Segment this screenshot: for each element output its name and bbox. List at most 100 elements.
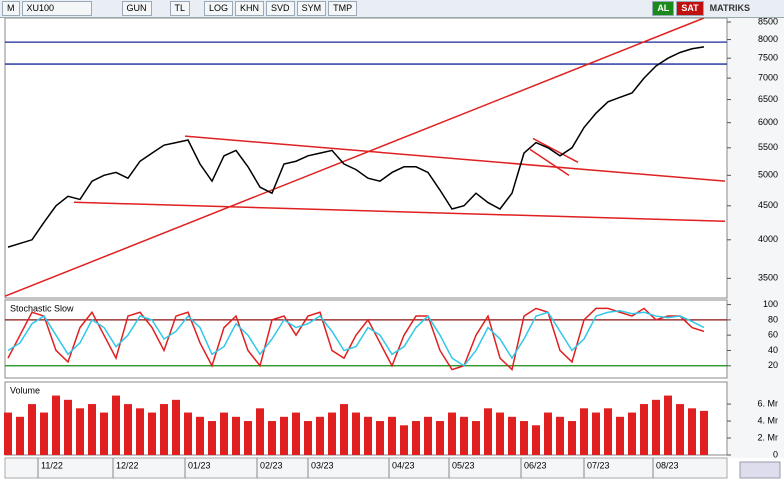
trend-line bbox=[184, 135, 726, 182]
y-tick-label: 0 bbox=[773, 449, 778, 459]
button[interactable]: LOG bbox=[204, 1, 234, 16]
bar bbox=[172, 399, 180, 455]
bar bbox=[520, 421, 528, 455]
bar bbox=[304, 421, 312, 455]
bar bbox=[544, 412, 552, 455]
bar bbox=[376, 421, 384, 455]
bar bbox=[652, 399, 660, 455]
bar bbox=[532, 425, 540, 455]
y-tick-label: 6. Mr bbox=[757, 398, 778, 408]
bar bbox=[700, 410, 708, 455]
x-tick-label: 06/23 bbox=[524, 460, 547, 470]
series-line bbox=[7, 307, 705, 372]
button[interactable]: SVD bbox=[266, 1, 295, 16]
bar bbox=[232, 416, 240, 455]
bar bbox=[52, 395, 60, 455]
series-line bbox=[7, 309, 705, 367]
bar bbox=[160, 404, 168, 455]
bar bbox=[460, 416, 468, 455]
bar bbox=[352, 412, 360, 455]
bar bbox=[316, 416, 324, 455]
x-tick-label: 04/23 bbox=[392, 460, 415, 470]
y-tick-label: 7000 bbox=[758, 73, 778, 83]
bar bbox=[664, 395, 672, 455]
y-tick-label: 5500 bbox=[758, 142, 778, 152]
bar bbox=[580, 408, 588, 455]
bar bbox=[4, 412, 12, 455]
sell-button[interactable]: SAT bbox=[676, 1, 704, 16]
bar bbox=[256, 408, 264, 455]
period[interactable]: GUN bbox=[121, 1, 152, 16]
bar bbox=[688, 408, 696, 455]
bar bbox=[292, 412, 300, 455]
bar bbox=[556, 416, 564, 455]
bar bbox=[148, 412, 156, 455]
x-tick-label: 01/23 bbox=[188, 460, 211, 470]
bar bbox=[268, 421, 276, 455]
bar bbox=[196, 416, 204, 455]
y-tick-label: 6000 bbox=[758, 117, 778, 127]
scrollbar[interactable] bbox=[739, 461, 781, 479]
bar bbox=[100, 412, 108, 455]
bar bbox=[388, 416, 396, 455]
y-tick-label: 20 bbox=[768, 360, 778, 370]
button[interactable]: SYM bbox=[296, 1, 327, 16]
symbol[interactable]: XU100 bbox=[21, 1, 92, 16]
y-tick-label: 6500 bbox=[758, 94, 778, 104]
bar bbox=[424, 416, 432, 455]
currency[interactable]: TL bbox=[169, 1, 191, 16]
axis-strip bbox=[727, 18, 784, 458]
x-tick-label: 02/23 bbox=[260, 460, 283, 470]
price-frame bbox=[4, 17, 728, 299]
x-tick-label: 07/23 bbox=[587, 460, 610, 470]
stoch-frame bbox=[4, 299, 728, 379]
y-tick-label: 80 bbox=[768, 314, 778, 324]
bar bbox=[328, 412, 336, 455]
bar bbox=[616, 416, 624, 455]
bar bbox=[208, 421, 216, 455]
bar bbox=[244, 421, 252, 455]
y-tick-label: 4500 bbox=[758, 200, 778, 210]
buy-button[interactable]: AL bbox=[652, 1, 675, 16]
y-tick-label: 4000 bbox=[758, 234, 778, 244]
bar bbox=[640, 404, 648, 455]
trend-line bbox=[529, 148, 570, 176]
bar bbox=[436, 421, 444, 455]
y-tick-label: 40 bbox=[768, 345, 778, 355]
bar bbox=[484, 408, 492, 455]
x-tick-label: 12/22 bbox=[116, 460, 139, 470]
trend-line bbox=[4, 17, 705, 297]
brand: MATRIKS bbox=[709, 3, 750, 13]
bar bbox=[184, 412, 192, 455]
bar bbox=[508, 416, 516, 455]
bar bbox=[124, 404, 132, 455]
bar bbox=[400, 425, 408, 455]
button[interactable]: TMP bbox=[328, 1, 358, 16]
button[interactable]: KHN bbox=[235, 1, 265, 16]
panel-title: Volume bbox=[10, 385, 40, 395]
y-tick-label: 100 bbox=[763, 299, 778, 309]
bar bbox=[28, 404, 36, 455]
bar bbox=[220, 412, 228, 455]
bar bbox=[136, 408, 144, 455]
y-tick-label: 5000 bbox=[758, 170, 778, 180]
bar bbox=[472, 421, 480, 455]
y-tick-label: 8500 bbox=[758, 16, 778, 26]
toolbar: M XU100 GUN TL LOG KHN SVD SYM TMP AL SA… bbox=[0, 0, 784, 18]
bar bbox=[88, 404, 96, 455]
bar bbox=[40, 412, 48, 455]
x-tick-label: 03/23 bbox=[311, 460, 334, 470]
bar bbox=[604, 408, 612, 455]
bar bbox=[64, 399, 72, 455]
x-tick-label: 08/23 bbox=[656, 460, 679, 470]
bar bbox=[280, 416, 288, 455]
y-tick-label: 8000 bbox=[758, 34, 778, 44]
x-tick-label: 11/22 bbox=[41, 460, 63, 470]
bar bbox=[16, 416, 24, 455]
bar bbox=[448, 412, 456, 455]
bar bbox=[628, 412, 636, 455]
y-tick-label: 2. Mr bbox=[757, 432, 778, 442]
trend-line bbox=[73, 201, 726, 223]
